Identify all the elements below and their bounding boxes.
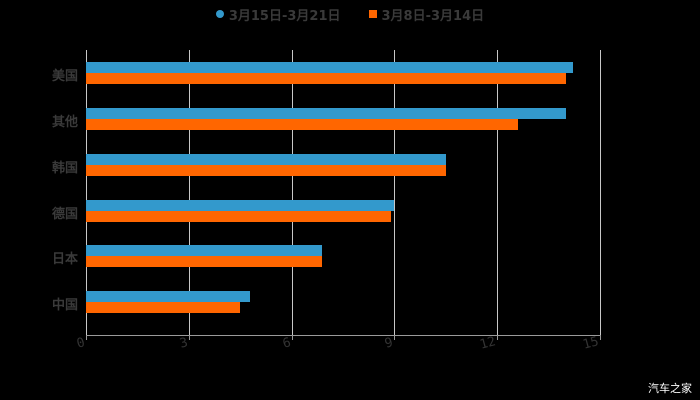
x-tick-label: 15: [581, 334, 601, 353]
legend-item-series-2[interactable]: 3月8日-3月14日: [368, 5, 485, 24]
category-label: 韩国: [51, 160, 78, 176]
x-tick: [188, 335, 190, 340]
x-axis-line: [86, 335, 600, 336]
x-tick: [600, 335, 601, 340]
gridline: [600, 50, 601, 335]
bar-current-week[interactable]: [86, 62, 573, 73]
bar-current-week[interactable]: [86, 199, 395, 211]
gridline: [497, 50, 499, 335]
bar-previous-week[interactable]: [86, 118, 518, 130]
bar-previous-week[interactable]: [86, 73, 566, 84]
legend-label: 3月15日-3月21日: [228, 8, 341, 24]
legend-swatch-blue-icon: [215, 10, 224, 18]
x-tick-label: 9: [383, 335, 396, 352]
x-tick-label: 0: [75, 335, 87, 352]
bar-current-week[interactable]: [86, 153, 446, 165]
bar-previous-week[interactable]: [86, 256, 323, 268]
gridline: [394, 50, 396, 335]
category-label: 中国: [51, 298, 78, 314]
category-label: 日本: [51, 252, 78, 268]
gridline: [188, 50, 190, 335]
plot-area: [86, 50, 601, 335]
bar-previous-week[interactable]: [86, 302, 241, 314]
x-tick: [394, 335, 396, 340]
watermark: 汽车之家: [648, 382, 692, 395]
bar-current-week[interactable]: [86, 107, 566, 119]
x-tick-label: 12: [478, 334, 498, 353]
x-tick: [86, 335, 87, 340]
bar-current-week[interactable]: [86, 245, 323, 257]
bar-previous-week[interactable]: [86, 164, 446, 176]
bar-previous-week[interactable]: [86, 210, 391, 222]
gridline: [291, 50, 293, 335]
x-tick: [497, 335, 499, 340]
legend-label: 3月8日-3月14日: [381, 8, 485, 24]
x-tick-label: 6: [280, 335, 293, 352]
legend-item-series-1[interactable]: 3月15日-3月21日: [215, 5, 341, 24]
category-label: 其他: [51, 114, 78, 130]
y-axis-line: [86, 50, 87, 335]
x-tick: [291, 335, 293, 340]
chart-legend: 3月15日-3月21日 3月8日-3月14日: [0, 4, 700, 24]
category-label: 德国: [51, 206, 78, 222]
category-label: 美国: [51, 69, 78, 84]
bar-current-week[interactable]: [86, 291, 251, 303]
x-tick-label: 3: [177, 335, 190, 352]
legend-swatch-orange-icon: [368, 10, 377, 18]
